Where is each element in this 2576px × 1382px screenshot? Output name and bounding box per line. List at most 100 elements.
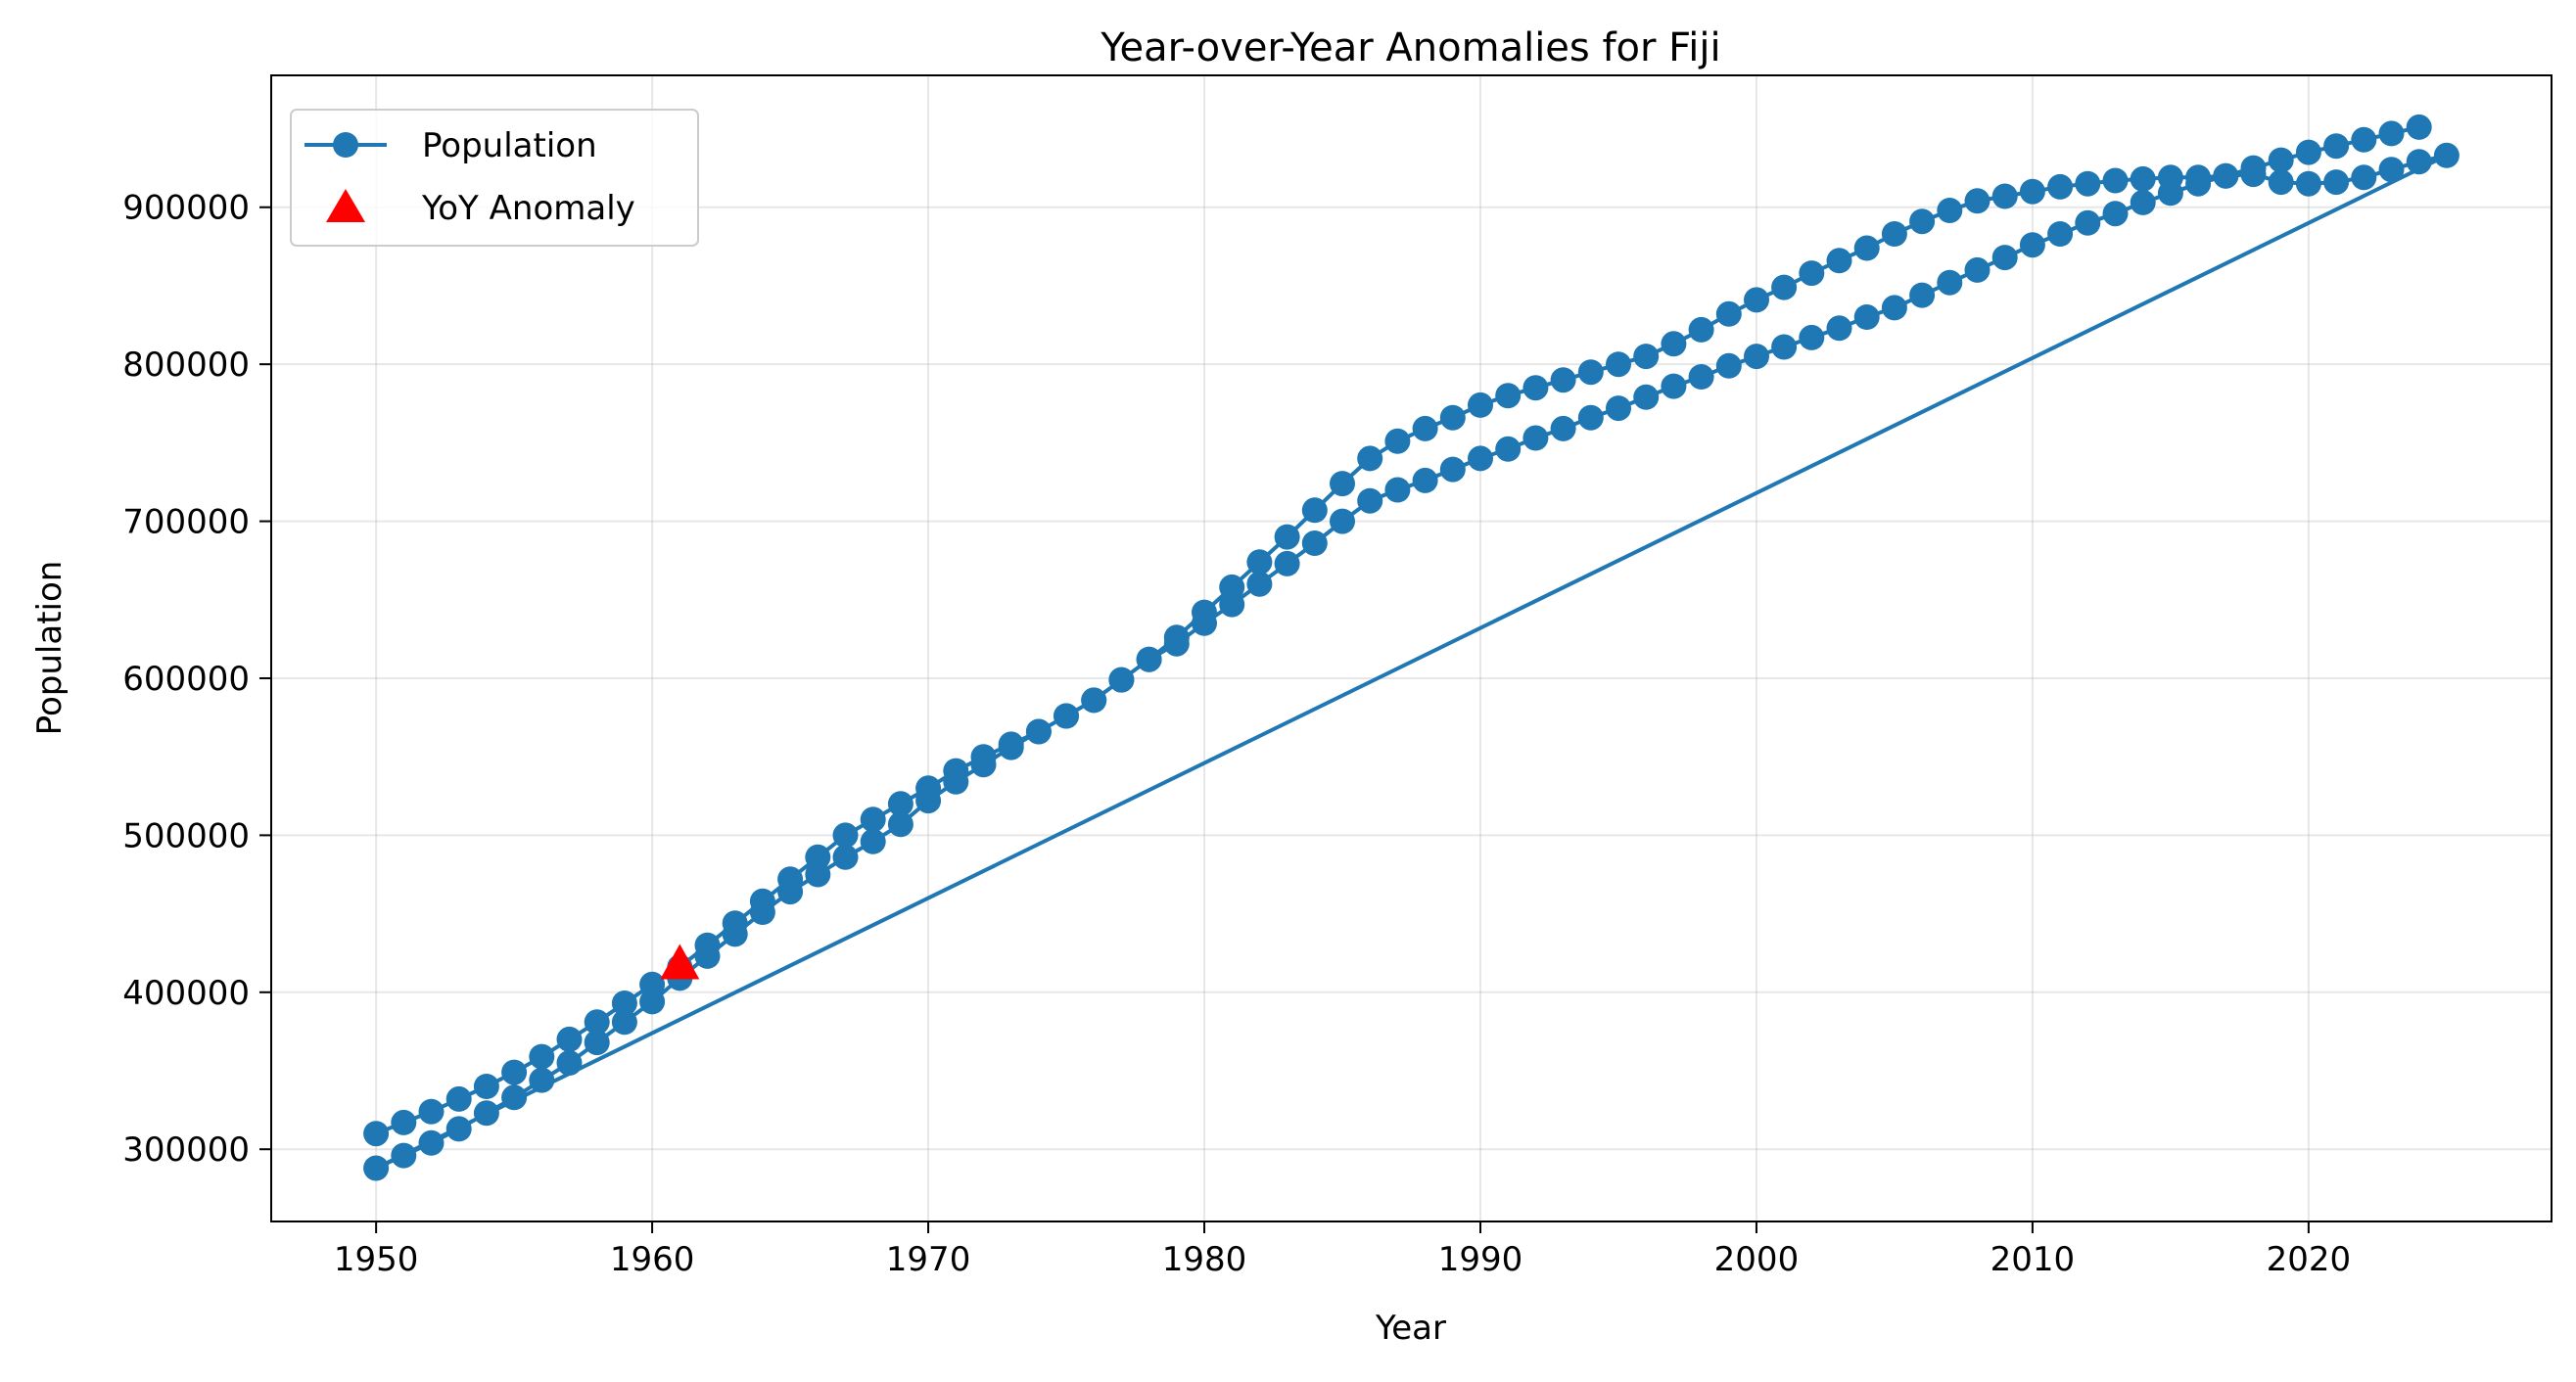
population-point <box>1771 334 1798 360</box>
y-axis-label: Population <box>30 561 70 736</box>
population-point <box>556 1050 583 1076</box>
population-point <box>445 1085 472 1112</box>
population-point <box>1826 248 1852 274</box>
population-point <box>777 879 804 905</box>
population-point <box>832 822 859 849</box>
population-point <box>1661 373 1687 399</box>
population-point <box>1246 549 1273 576</box>
population-point <box>1799 324 1825 350</box>
population-point <box>1357 445 1383 472</box>
population-point <box>2323 169 2350 196</box>
population-point <box>805 861 831 888</box>
population-point <box>1495 383 1522 409</box>
population-point <box>1468 445 1493 472</box>
population-point <box>1357 487 1383 514</box>
population-point <box>1606 395 1631 422</box>
x-tick-label: 2000 <box>1714 1240 1800 1279</box>
population-point <box>2351 164 2377 191</box>
y-tick-label: 800000 <box>122 346 250 385</box>
y-tick-label: 500000 <box>122 816 250 855</box>
legend-frame <box>290 109 699 247</box>
anomaly-marker <box>660 944 700 980</box>
population-point <box>611 990 637 1016</box>
population-point <box>1633 344 1660 370</box>
plot-area <box>363 114 2459 1181</box>
y-tick-label: 700000 <box>122 503 250 542</box>
population-point <box>2130 165 2156 192</box>
population-point <box>1826 315 1852 342</box>
population-point <box>1991 245 2018 271</box>
population-point <box>584 1030 610 1056</box>
population-point <box>1495 436 1522 462</box>
population-point <box>1744 344 1769 370</box>
population-point <box>473 1100 499 1127</box>
population-point <box>1550 415 1576 441</box>
population-point <box>2378 120 2405 147</box>
population-point <box>2102 201 2129 227</box>
population-point <box>887 791 913 817</box>
grid <box>271 75 2552 1221</box>
population-point <box>1522 425 1549 451</box>
population-point <box>2185 170 2212 197</box>
population-point <box>1192 610 1217 636</box>
population-point <box>2240 155 2267 181</box>
population-point <box>1550 367 1576 393</box>
population-point <box>1274 550 1300 576</box>
population-point <box>2268 147 2294 173</box>
population-point <box>1384 428 1411 454</box>
population-point <box>1522 375 1549 401</box>
population-point <box>363 1121 390 1147</box>
population-point <box>860 828 886 854</box>
population-point <box>2406 114 2432 140</box>
population-point <box>1301 497 1328 524</box>
population-point <box>584 1009 610 1036</box>
population-point <box>501 1059 528 1085</box>
population-point <box>1025 718 1052 745</box>
population-point <box>1909 208 1936 235</box>
population-point <box>1274 524 1300 550</box>
population-point <box>943 768 969 795</box>
population-point <box>749 899 775 925</box>
population-point <box>1301 530 1328 556</box>
x-tick-label: 2020 <box>2267 1240 2352 1279</box>
x-tick-label: 1990 <box>1438 1240 1523 1279</box>
population-point <box>887 811 913 838</box>
population-point <box>2047 221 2074 247</box>
population-point <box>2323 133 2350 160</box>
population-point <box>1715 300 1742 327</box>
population-point <box>1937 198 1963 223</box>
axis-ticks: 1950 1960 1970 1980 1990 2000 2010 2020 300000 40… <box>122 189 2351 1279</box>
population-point <box>2406 149 2432 175</box>
population-point <box>1330 508 1355 534</box>
population-point <box>1633 384 1660 410</box>
population-point <box>1412 467 1438 493</box>
population-point <box>1606 351 1631 378</box>
population-point <box>2047 173 2074 200</box>
population-point <box>1853 304 1880 330</box>
population-point <box>2157 180 2183 207</box>
population-point <box>1937 269 1963 296</box>
legend: Population YoY Anomaly <box>290 109 699 247</box>
population-point <box>2075 209 2101 236</box>
legend-marker-population <box>333 132 358 158</box>
population-point <box>2130 189 2156 215</box>
x-tick-label: 1960 <box>610 1240 695 1279</box>
population-point <box>1881 221 1907 247</box>
population-point <box>1799 260 1825 287</box>
legend-marker-anomaly <box>326 189 365 222</box>
population-point <box>2102 167 2129 194</box>
population-point <box>1577 404 1604 431</box>
population-point <box>832 844 859 870</box>
population-point <box>2295 170 2321 197</box>
population-point <box>611 1009 637 1036</box>
legend-label-population: Population <box>422 126 597 165</box>
chart-title: Year-over-Year Anomalies for Fiji <box>1100 25 1720 70</box>
population-point <box>1715 352 1742 379</box>
population-point <box>1688 364 1714 390</box>
legend-label-anomaly: YoY Anomaly <box>421 189 635 228</box>
population-point <box>529 1067 555 1093</box>
population-point <box>1853 235 1880 261</box>
x-tick-label: 1980 <box>1162 1240 1247 1279</box>
